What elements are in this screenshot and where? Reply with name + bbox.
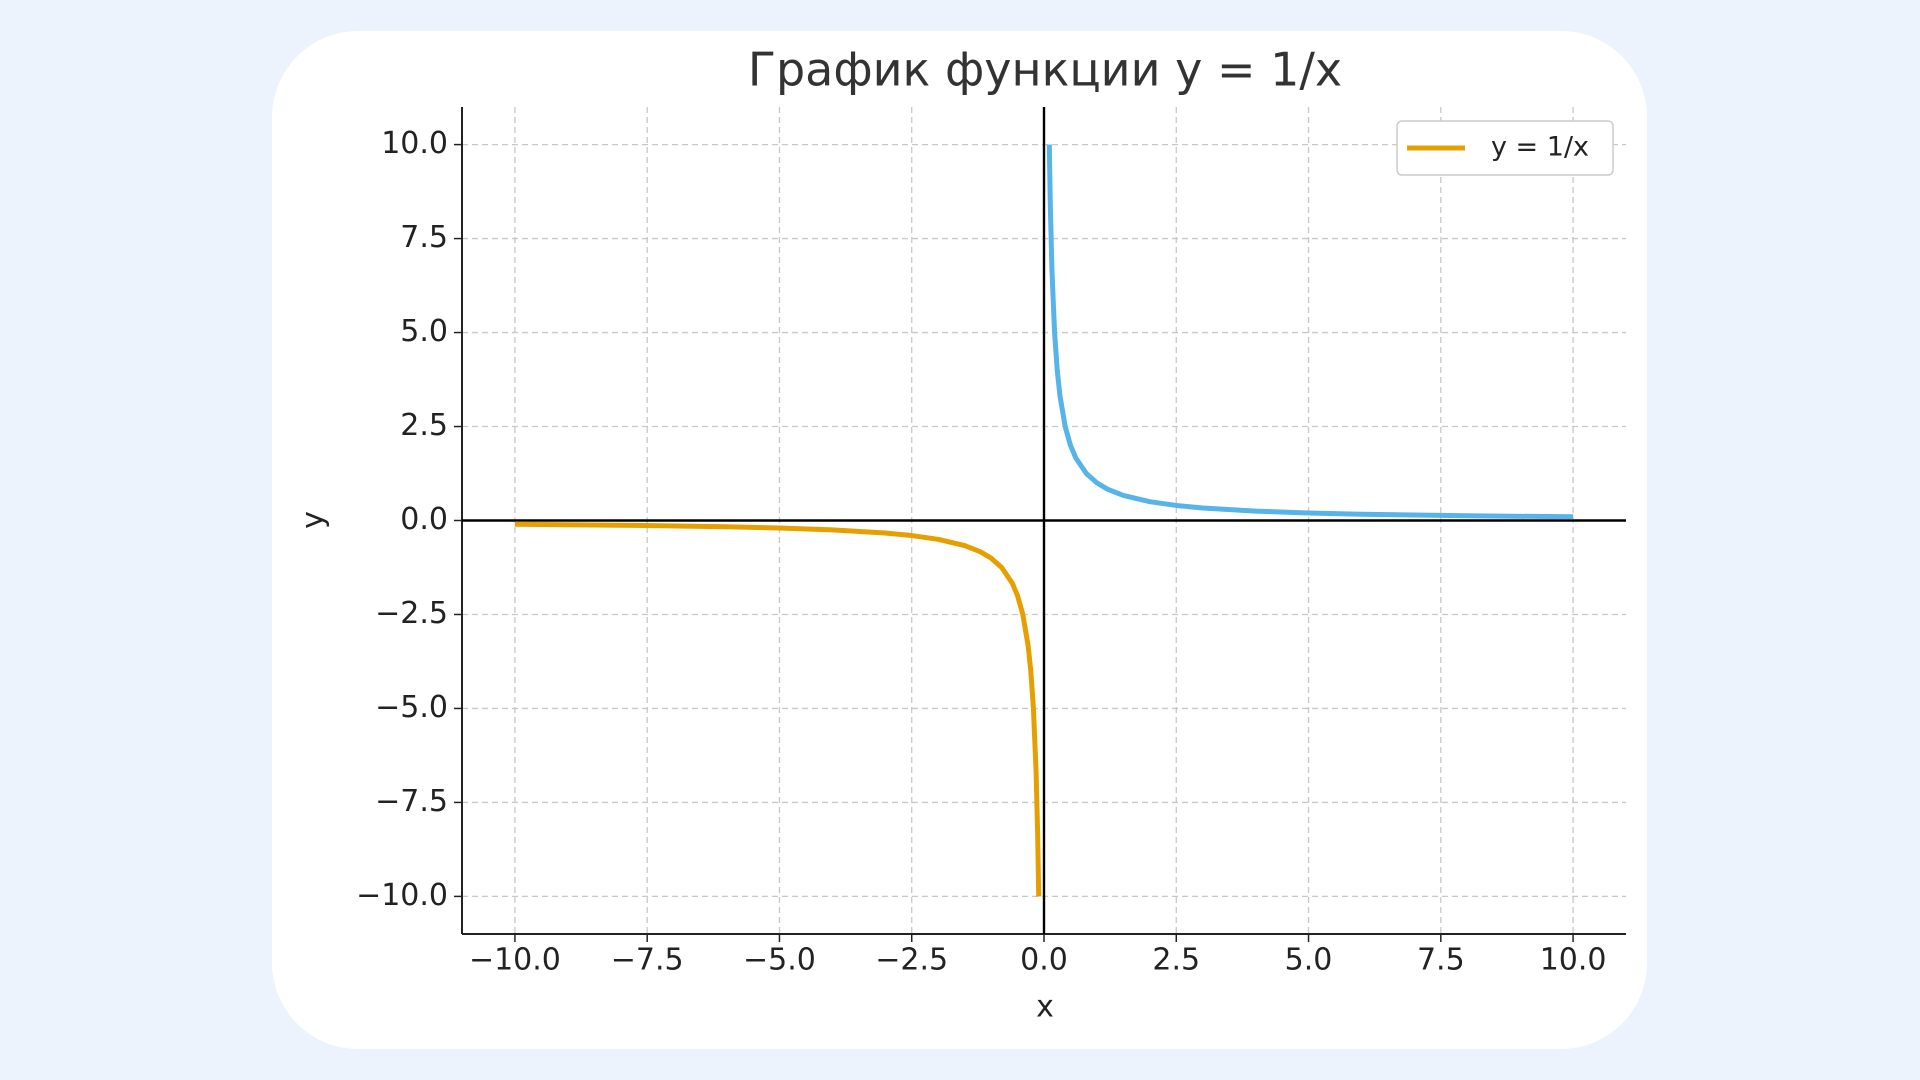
x-tick-label: 10.0 <box>1540 943 1607 978</box>
x-tick-label: 2.5 <box>1152 943 1200 978</box>
chart-title: График функции y = 1/x <box>748 43 1342 97</box>
y-tick-label: 2.5 <box>400 408 448 443</box>
line <box>1046 144 1574 520</box>
line <box>514 521 1042 897</box>
y-tick-label: −10.0 <box>356 878 448 913</box>
y-axis-label: y <box>296 511 331 529</box>
x-axis-label: x <box>1036 990 1054 1025</box>
x-tick-label: −5.0 <box>743 943 816 978</box>
x-tick-label: −10.0 <box>469 943 561 978</box>
legend-box <box>1396 120 1614 176</box>
card <box>272 31 1647 1049</box>
y-tick-label: −5.0 <box>375 690 448 725</box>
y-tick-label: 0.0 <box>400 502 448 537</box>
y-tick-label: 10.0 <box>381 126 448 161</box>
y-tick-label: 5.0 <box>400 314 448 349</box>
y-tick-label: 7.5 <box>400 220 448 255</box>
y-tick-label: −7.5 <box>375 784 448 819</box>
x-tick-label: 5.0 <box>1285 943 1333 978</box>
legend-label: y = 1/x <box>1491 132 1589 163</box>
x-tick-label: 7.5 <box>1417 943 1465 978</box>
x-tick-label: −2.5 <box>875 943 948 978</box>
x-tick-label: −7.5 <box>611 943 684 978</box>
y-tick-label: −2.5 <box>375 596 448 631</box>
x-tick-label: 0.0 <box>1020 943 1068 978</box>
